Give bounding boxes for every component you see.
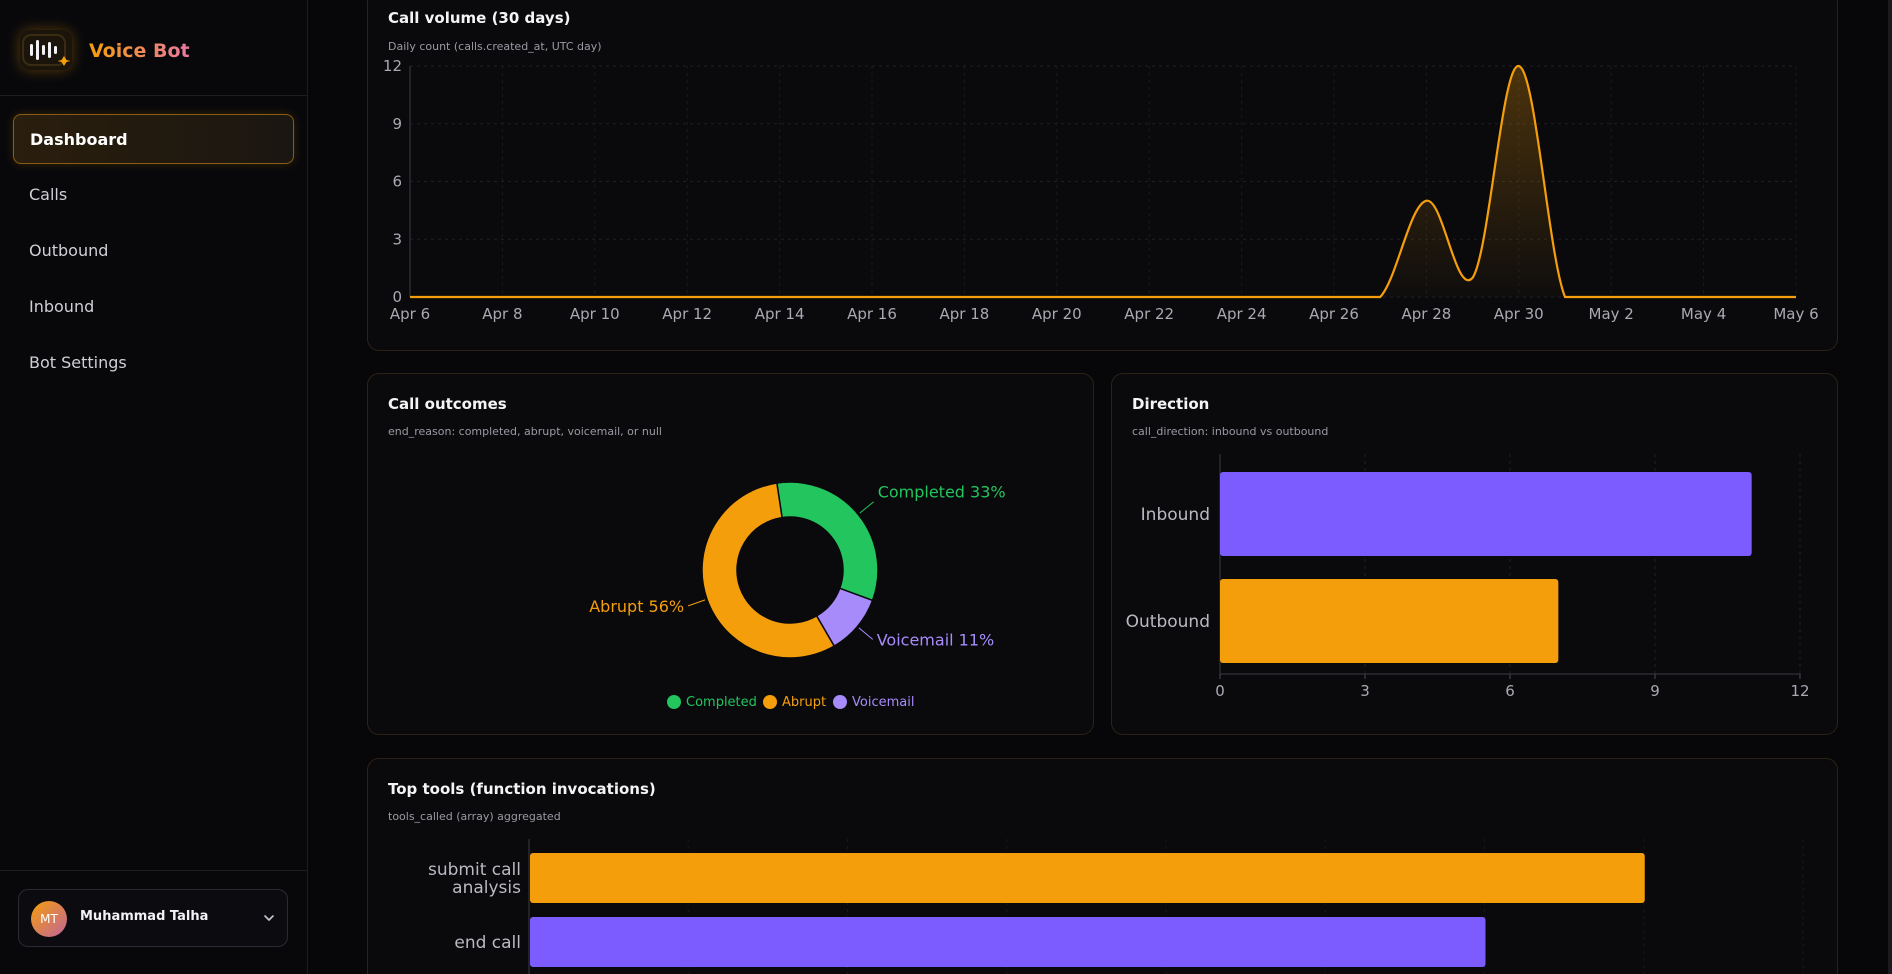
- slice-completed: [775, 481, 879, 602]
- x-tick-label: 9: [1650, 682, 1660, 700]
- x-tick-label: Apr 30: [1494, 305, 1544, 323]
- x-tick-label: Apr 6: [390, 305, 430, 323]
- x-tick-label: 3: [1360, 682, 1370, 700]
- bar-inbound: [1220, 472, 1752, 556]
- y-tick-label: 12: [383, 57, 402, 75]
- top-tools-card: Top tools (function invocations) tools_c…: [367, 758, 1838, 974]
- legend-label: Voicemail: [852, 695, 914, 710]
- legend-swatch: [833, 695, 847, 709]
- y-tick-label: 6: [392, 173, 402, 191]
- x-tick-label: Apr 8: [482, 305, 522, 323]
- direction-card: Direction call_direction: inbound vs out…: [1111, 373, 1838, 735]
- slice-leader-line: [858, 627, 874, 640]
- call-volume-title: Call volume (30 days): [388, 9, 571, 27]
- top-tools-title: Top tools (function invocations): [388, 780, 656, 798]
- x-tick-label: 12: [1790, 682, 1809, 700]
- x-tick-label: 0: [1215, 682, 1225, 700]
- bar-outbound: [1220, 579, 1559, 663]
- x-tick-label: Apr 20: [1032, 305, 1082, 323]
- category-label: Inbound: [1141, 505, 1210, 525]
- category-label: submit call: [428, 860, 521, 880]
- nav-item-outbound[interactable]: Outbound: [29, 241, 109, 260]
- x-tick-label: May 4: [1681, 305, 1726, 323]
- slice-leader-line: [687, 599, 706, 607]
- x-tick-label: Apr 18: [939, 305, 989, 323]
- x-tick-label: May 2: [1589, 305, 1634, 323]
- page-scrollbar[interactable]: [1888, 0, 1892, 974]
- nav-item-dashboard[interactable]: Dashboard: [13, 114, 294, 164]
- x-tick-label: Apr 16: [847, 305, 897, 323]
- slice-abrupt: [701, 482, 836, 659]
- dashboard-main: Call volume (30 days) Daily count (calls…: [309, 0, 1892, 974]
- app-name: Voice Bot: [89, 40, 190, 62]
- nav-item-inbound[interactable]: Inbound: [29, 297, 95, 316]
- call-volume-subtitle: Daily count (calls.created_at, UTC day): [388, 40, 602, 53]
- x-tick-label: Apr 26: [1309, 305, 1359, 323]
- nav-item-calls[interactable]: Calls: [29, 185, 68, 204]
- call-volume-line: [410, 64, 1796, 299]
- nav-item-bot-settings[interactable]: Bot Settings: [29, 353, 127, 372]
- x-tick-label: Apr 24: [1217, 305, 1267, 323]
- user-area: MT Muhammad Talha: [0, 870, 308, 974]
- legend-label: Abrupt: [782, 695, 826, 710]
- x-tick-label: Apr 22: [1124, 305, 1174, 323]
- bar-submit-call-analysis: [530, 853, 1645, 903]
- legend-label: Completed: [686, 695, 757, 710]
- voice-bot-logo-icon[interactable]: [20, 30, 72, 70]
- sidebar: Voice Bot Dashboard Calls Outbound Inbou…: [0, 0, 308, 974]
- chevron-down-icon: [264, 915, 274, 921]
- direction-subtitle: call_direction: inbound vs outbound: [1132, 425, 1329, 438]
- call-outcomes-subtitle: end_reason: completed, abrupt, voicemail…: [388, 425, 662, 438]
- direction-chart: 0 3 6 9 12 Inbound Outbound: [1126, 454, 1810, 700]
- y-tick-label: 3: [392, 230, 402, 248]
- slice-voicemail: [815, 587, 874, 648]
- category-label: analysis: [452, 878, 521, 898]
- legend-swatch: [763, 695, 777, 709]
- x-tick-label: 6: [1505, 682, 1515, 700]
- slice-leader-line: [859, 501, 875, 514]
- call-outcomes-card: Call outcomes end_reason: completed, abr…: [367, 373, 1094, 735]
- slice-label-abrupt: Abrupt 56%: [589, 597, 684, 616]
- bar-end-call: [530, 917, 1486, 967]
- legend-swatch: [667, 695, 681, 709]
- call-volume-area: [410, 65, 1796, 297]
- direction-title: Direction: [1132, 395, 1210, 413]
- x-tick-label: Apr 10: [570, 305, 620, 323]
- slice-label-voicemail: Voicemail 11%: [877, 630, 995, 649]
- call-outcomes-title: Call outcomes: [388, 395, 507, 413]
- user-menu-button[interactable]: MT Muhammad Talha: [18, 889, 288, 947]
- category-label: Outbound: [1126, 612, 1210, 632]
- avatar: MT: [31, 901, 67, 937]
- call-outcomes-chart: Completed 33% Abrupt 56% Voicemail 11% Comp…: [589, 481, 1006, 710]
- call-volume-chart: 0 3 6 9 12 Apr 6 Apr 8 Apr 10 Apr 12 Apr 14 Apr 16…: [383, 57, 1819, 323]
- y-tick-label: 0: [392, 288, 402, 306]
- top-tools-subtitle: tools_called (array) aggregated: [388, 810, 561, 823]
- brand: Voice Bot: [0, 0, 308, 96]
- x-tick-label: Apr 28: [1401, 305, 1451, 323]
- call-volume-card: Call volume (30 days) Daily count (calls…: [367, 0, 1838, 351]
- x-tick-label: Apr 12: [662, 305, 712, 323]
- slice-label-completed: Completed 33%: [878, 483, 1006, 502]
- x-tick-label: Apr 14: [755, 305, 805, 323]
- y-tick-label: 9: [392, 115, 402, 133]
- category-label: end call: [454, 933, 521, 953]
- x-tick-label: May 6: [1773, 305, 1818, 323]
- user-name: Muhammad Talha: [80, 909, 209, 924]
- main-nav: Dashboard Calls Outbound Inbound Bot Set…: [13, 114, 294, 394]
